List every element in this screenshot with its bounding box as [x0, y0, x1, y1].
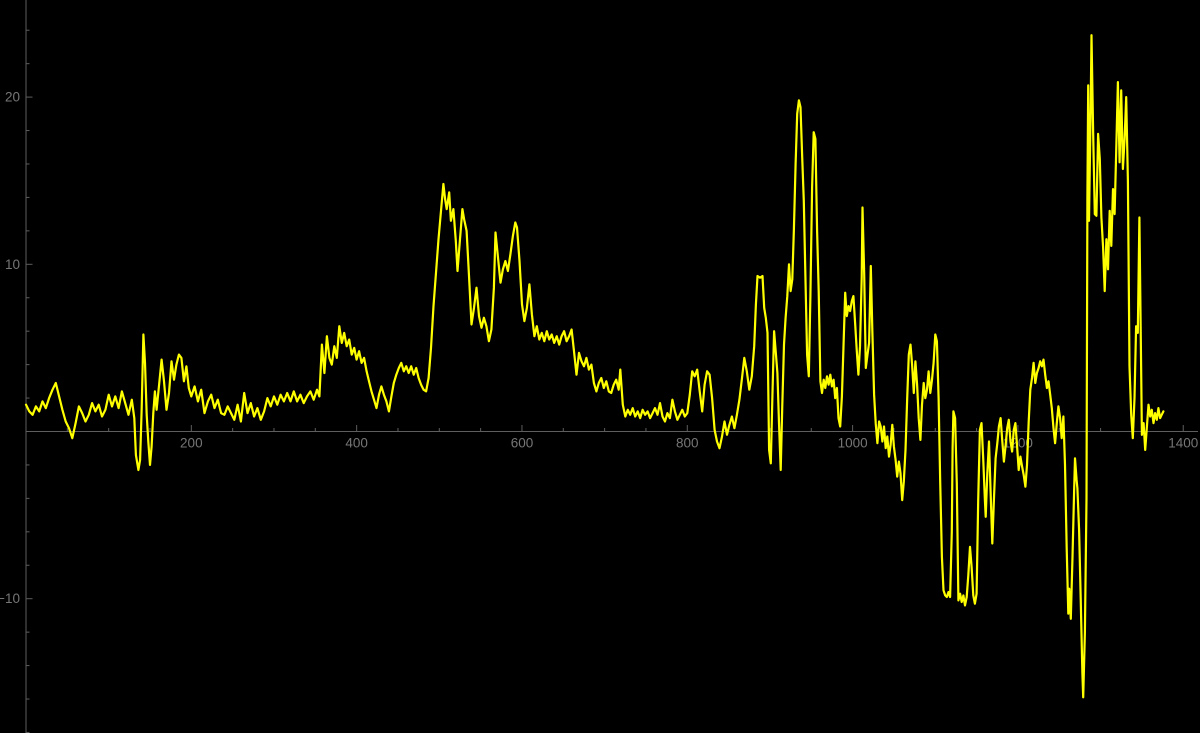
y-tick-label: −10 [0, 591, 20, 606]
x-tick-label: 600 [511, 436, 534, 451]
x-tick-label: 200 [180, 436, 203, 451]
x-tick-label: 1000 [838, 436, 868, 451]
x-tick-label: 800 [676, 436, 699, 451]
x-tick-label: 1400 [1168, 436, 1198, 451]
y-tick-label: 20 [5, 90, 20, 105]
y-tick-label: 10 [5, 257, 20, 272]
x-tick-label: 400 [345, 436, 368, 451]
data-line [24, 34, 1165, 699]
